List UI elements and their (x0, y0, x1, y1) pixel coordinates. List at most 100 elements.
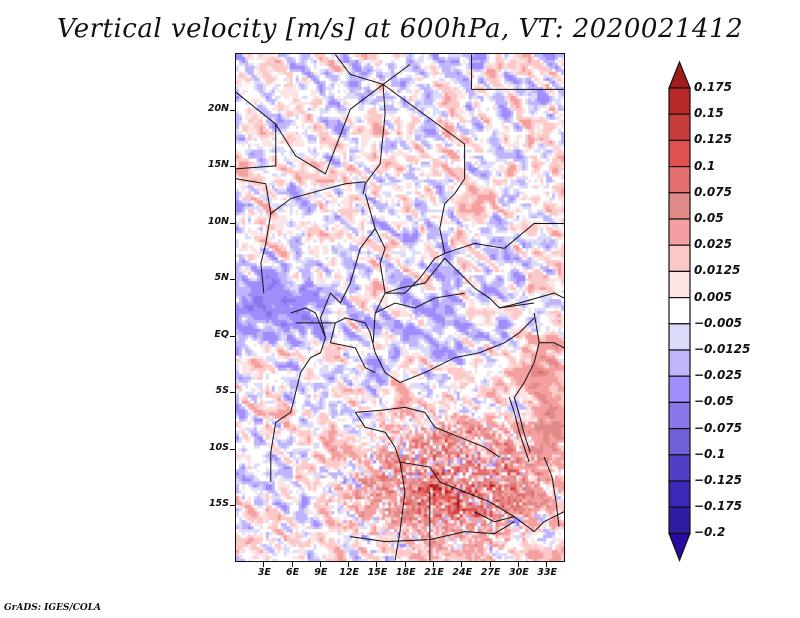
colorbar-box (668, 323, 691, 351)
x-tick-mark (348, 562, 350, 567)
border-line (236, 64, 411, 175)
border-line (236, 178, 366, 215)
y-tick-label: 15N (207, 159, 229, 171)
x-tick-mark (517, 562, 519, 567)
credit-label: GrADS: IGES/COLA (4, 603, 102, 613)
x-tick-label: 3E (257, 567, 271, 578)
border-line (369, 332, 401, 383)
colorbar-tick-label: −0.005 (694, 315, 743, 330)
colorbar-tick-label: 0.075 (694, 184, 732, 199)
colorbar-extend-max (668, 60, 691, 89)
colorbar-box (668, 454, 691, 482)
country-borders (236, 54, 564, 561)
x-tick-label: 18E (395, 567, 416, 578)
y-tick-label: 10S (208, 441, 229, 453)
colorbar-box (668, 401, 691, 430)
map-plot-area (235, 53, 565, 562)
colorbar-tick-label: 0.15 (694, 106, 724, 121)
colorbar-tick-label: −0.075 (694, 420, 743, 435)
chart-title: Vertical velocity [m/s] at 600hPa, VT: 2… (56, 14, 744, 44)
y-tick-label: 5N (214, 272, 229, 284)
x-tick-mark (291, 562, 293, 567)
colorbar-tick-label: −0.2 (694, 525, 726, 540)
x-tick-mark (461, 562, 463, 567)
border-line (295, 317, 371, 334)
colorbar-tick-label: −0.0125 (694, 342, 751, 356)
border-line (319, 193, 376, 338)
border-line (499, 292, 564, 309)
colorbar-tick-label: 0.1 (694, 158, 716, 173)
y-tick-mark (230, 279, 235, 281)
colorbar-tick-label: −0.175 (694, 499, 743, 514)
colorbar-box (668, 192, 691, 220)
border-line (471, 54, 564, 90)
colorbar-box (668, 297, 691, 325)
x-tick-label: 33E (537, 567, 557, 578)
x-tick-label: 15E (367, 567, 388, 578)
border-line (334, 54, 384, 85)
x-tick-mark (489, 562, 491, 567)
x-tick-mark (319, 562, 321, 567)
lake-outline (513, 397, 531, 453)
y-tick-label: 15S (208, 498, 229, 510)
colorbar-box (668, 270, 691, 299)
border-line (329, 322, 376, 374)
colorbar-box (668, 506, 691, 535)
colorbar-box (668, 244, 691, 272)
x-tick-label: 9E (314, 567, 328, 578)
colorbar-box (668, 375, 691, 404)
colorbar-box (668, 139, 691, 168)
colorbar-tick-label: −0.025 (694, 368, 743, 383)
colorbar-extend-min (668, 532, 691, 563)
border-line (384, 257, 535, 309)
border-line (290, 307, 326, 338)
colorbar-box (668, 166, 691, 194)
colorbar-tick-label: 0.125 (694, 132, 732, 147)
border-line (533, 511, 564, 532)
border-line (385, 193, 456, 294)
x-tick-label: 27E (480, 567, 501, 578)
y-tick-mark (230, 448, 235, 450)
x-tick-label: 21E (424, 567, 444, 578)
border-line (362, 84, 386, 194)
vertical-velocity-field (236, 54, 564, 561)
x-tick-label: 12E (339, 567, 359, 578)
y-tick-mark (230, 109, 235, 111)
y-tick-label: 5S (215, 385, 229, 397)
colorbar-tick-label: −0.1 (694, 446, 726, 461)
border-line (474, 511, 515, 523)
x-tick-mark (376, 562, 378, 567)
y-tick-label: 10N (207, 215, 229, 227)
border-line (355, 406, 500, 458)
border-line (399, 317, 535, 384)
y-tick-mark (230, 166, 235, 168)
colorbar-box (668, 428, 691, 456)
y-tick-mark (230, 392, 235, 394)
border-line (539, 342, 564, 349)
y-tick-mark (230, 335, 235, 337)
colorbar-tick-label: 0.005 (694, 289, 732, 304)
colorbar-tick-label: −0.05 (694, 394, 734, 409)
x-tick-mark (263, 562, 265, 567)
border-line (382, 83, 466, 194)
y-tick-mark (230, 222, 235, 224)
border-line (513, 312, 540, 398)
y-tick-label: EQ (214, 328, 229, 340)
y-tick-label: 20N (207, 102, 229, 114)
colorbar-box (668, 218, 691, 246)
lake-outline (508, 397, 530, 463)
border-line (374, 292, 465, 314)
lake-outline (543, 456, 560, 527)
colorbar-box (668, 480, 691, 508)
colorbar-box (668, 349, 691, 377)
colorbar-tick-label: 0.0125 (694, 263, 741, 278)
border-line (260, 213, 272, 294)
colorbar-tick-label: −0.125 (694, 473, 743, 487)
border-line (350, 521, 515, 543)
colorbar-tick-label: 0.025 (694, 237, 732, 252)
border-line (372, 228, 386, 343)
border-line (444, 223, 564, 254)
x-tick-label: 24E (452, 567, 473, 578)
colorbar-tick-label: 0.05 (694, 211, 724, 225)
x-tick-label: 30E (508, 567, 529, 578)
